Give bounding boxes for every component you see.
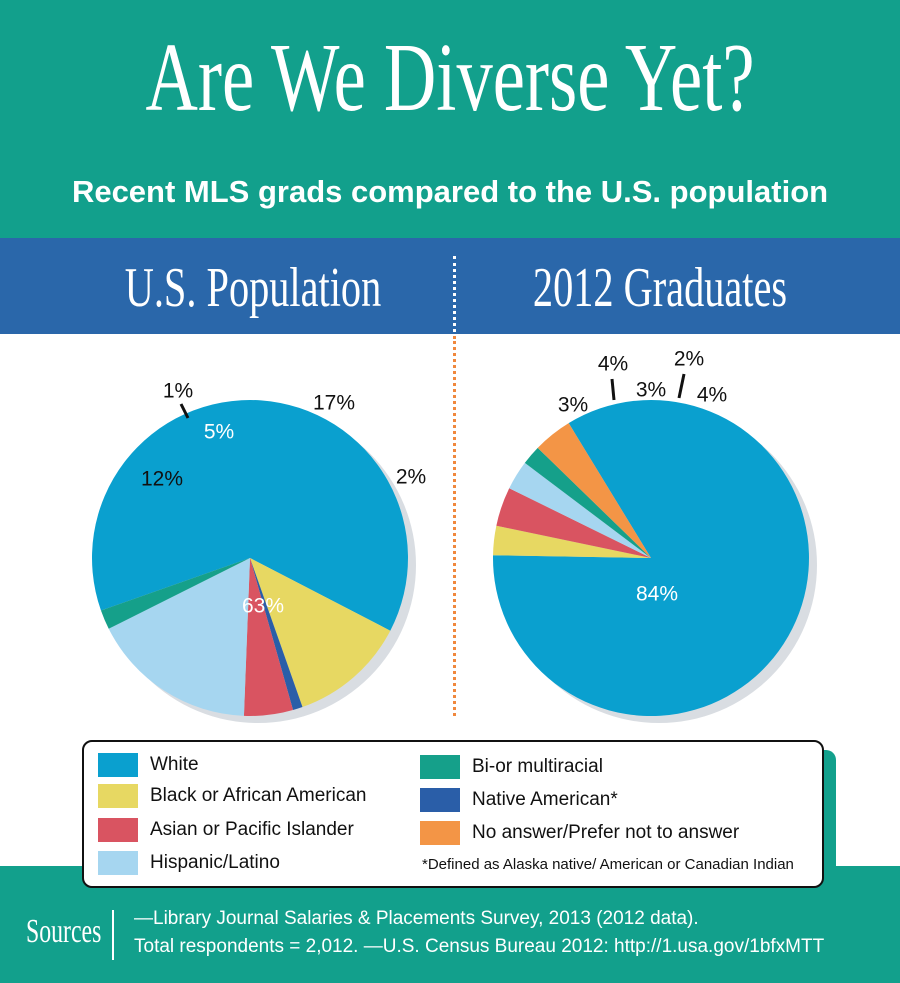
leader-line xyxy=(610,378,616,401)
us-population-title: U.S. Population xyxy=(124,257,382,319)
legend: White Black or African American Asian or… xyxy=(82,740,824,888)
legend-label: Black or African American xyxy=(150,785,367,806)
leader-line xyxy=(179,403,190,419)
leader-line xyxy=(677,373,686,399)
sources-label: Sources xyxy=(26,913,102,950)
pie-slice-no-answer-prefer-not-to-answer xyxy=(537,423,651,558)
pie-slice-bi-or-multiracial xyxy=(524,447,651,558)
data-label-black-or-african-american: 12% xyxy=(141,468,183,491)
legend-swatch xyxy=(420,788,460,812)
subtitle: Recent MLS grads compared to the U.S. po… xyxy=(71,174,829,209)
sources-line-2: Total respondents = 2,012. —U.S. Census … xyxy=(134,936,825,957)
sources-line-1: —Library Journal Salaries & Placements S… xyxy=(134,908,699,929)
legend-label: Native American* xyxy=(472,789,618,810)
legend-label: No answer/Prefer not to answer xyxy=(472,822,740,843)
sources-text: —Library Journal Salaries & Placements S… xyxy=(134,905,824,961)
legend-swatch xyxy=(98,818,138,842)
pie-slice-native-american xyxy=(250,558,303,711)
legend-label: Bi-or multiracial xyxy=(472,756,603,777)
pie-slice-black-or-african-american xyxy=(250,558,391,708)
legend-label: White xyxy=(150,754,199,775)
data-label-hispanic-latino: 17% xyxy=(313,392,355,415)
legend-swatch xyxy=(420,821,460,845)
pie-slice-asian-or-pacific-islander xyxy=(496,488,651,558)
panel-title-bar xyxy=(0,238,900,334)
us-population-pie: 63% 12% 1% 5% 17% 2% xyxy=(91,380,426,723)
data-label-hispanic-latino: 3% xyxy=(636,379,666,402)
legend-swatch xyxy=(420,755,460,779)
legend-label: Hispanic/Latino xyxy=(150,852,280,873)
pie-slice-black-or-african-american xyxy=(493,525,651,558)
pie-slice-hispanic-latino xyxy=(108,558,250,716)
data-label-native-american: 1% xyxy=(163,380,193,403)
legend-swatch xyxy=(98,753,138,777)
data-label-white: 84% xyxy=(636,583,678,606)
main-title: Are We Diverse Yet? xyxy=(145,24,755,132)
graduates-title: 2012 Graduates xyxy=(532,257,788,319)
pie-charts: 63% 12% 1% 5% 17% 2% 84% 3% 4% 3% 2% 4% xyxy=(91,348,817,723)
pie-slice-white xyxy=(492,400,809,717)
pie-slice-hispanic-latino xyxy=(509,462,651,558)
legend-swatch xyxy=(98,784,138,808)
graduates-pie: 84% 3% 4% 3% 2% 4% xyxy=(492,348,817,723)
legend-swatch xyxy=(98,851,138,875)
pie-slice-white xyxy=(91,399,408,631)
data-label-no-answer-prefer-not-to-answer: 4% xyxy=(697,384,727,407)
data-label-asian-or-pacific-islander: 4% xyxy=(598,353,628,376)
data-label-asian-or-pacific-islander: 5% xyxy=(204,421,234,444)
data-label-bi-or-multiracial: 2% xyxy=(674,348,704,371)
legend-label: Asian or Pacific Islander xyxy=(150,819,354,840)
sources-separator xyxy=(112,910,114,960)
legend-footnote: *Defined as Alaska native/ American or C… xyxy=(422,856,794,873)
header-banner xyxy=(0,0,900,238)
data-label-black-or-african-american: 3% xyxy=(558,394,588,417)
panel-divider xyxy=(453,336,456,716)
pie-slice-asian-or-pacific-islander xyxy=(243,558,294,716)
data-label-white: 63% xyxy=(242,595,284,618)
pie-slice-bi-or-multiracial xyxy=(100,558,250,629)
data-label-bi-or-multiracial: 2% xyxy=(396,466,426,489)
